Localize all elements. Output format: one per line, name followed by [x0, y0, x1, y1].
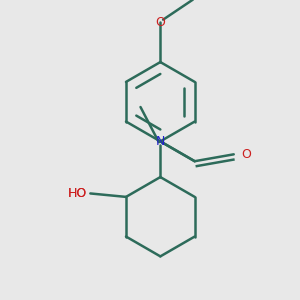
Text: N: N — [156, 135, 165, 148]
Text: O: O — [155, 16, 165, 29]
Text: HO: HO — [68, 187, 87, 200]
Text: O: O — [241, 148, 251, 161]
Text: HO: HO — [68, 187, 87, 200]
